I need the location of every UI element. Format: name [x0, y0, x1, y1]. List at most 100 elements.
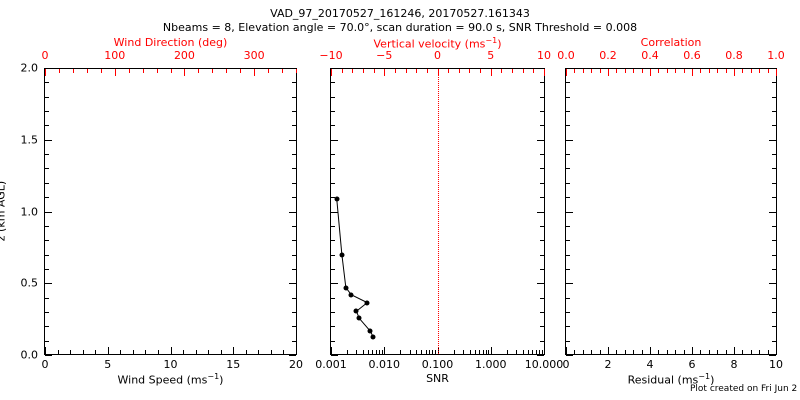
x-minor-tick [95, 350, 97, 354]
y-minor-tick [292, 254, 296, 256]
top-axis-major-tick [566, 69, 567, 76]
top-axis-minor-tick [458, 69, 460, 73]
top-axis-minor-tick [469, 69, 471, 73]
top-axis-tick-label: 0.0 [557, 49, 575, 62]
top-axis-title: Wind Direction (deg) [113, 36, 228, 49]
y-minor-tick [331, 297, 335, 299]
top-axis-minor-tick [170, 69, 172, 73]
plot-title: VAD_97_20170527_161246, 20170527.161343 [270, 7, 530, 20]
x-minor-tick [717, 350, 719, 354]
y-major-tick [45, 139, 52, 141]
y-minor-tick [331, 111, 335, 113]
x-minor-tick [485, 350, 487, 354]
y-major-tick [537, 211, 544, 213]
top-axis-minor-tick [708, 69, 710, 73]
y-minor-tick [540, 197, 544, 199]
y-minor-tick [772, 340, 776, 342]
y-minor-tick [331, 154, 335, 156]
top-axis-minor-tick [58, 69, 60, 73]
y-minor-tick [292, 96, 296, 98]
x-tick-label: 4 [646, 358, 654, 371]
x-major-tick [566, 347, 567, 354]
top-axis-minor-tick [240, 69, 242, 73]
y-minor-tick [292, 111, 296, 113]
y-minor-tick [540, 182, 544, 184]
top-axis-major-tick [184, 69, 186, 76]
x-tick-label: 0.001 [315, 358, 347, 371]
x-major-tick [45, 347, 46, 354]
x-minor-tick [482, 350, 484, 354]
y-minor-tick [772, 225, 776, 227]
y-minor-tick [45, 240, 49, 242]
top-axis-tick-label: 0 [434, 49, 441, 62]
y-minor-tick [292, 82, 296, 84]
y-minor-tick [292, 340, 296, 342]
top-axis-minor-tick [658, 69, 660, 73]
top-axis-minor-tick [641, 69, 643, 73]
y-minor-tick [772, 182, 776, 184]
y-tick-label: 2.0 [20, 61, 39, 75]
top-axis-tick-label: 0.6 [683, 49, 701, 62]
x-minor-tick [462, 350, 464, 354]
y-major-tick [537, 139, 544, 141]
x-minor-tick [157, 350, 159, 354]
x-tick-label: 1.000 [475, 358, 507, 371]
y-minor-tick [45, 225, 49, 227]
x-minor-tick [120, 350, 122, 354]
y-minor-tick [772, 254, 776, 256]
y-minor-tick [331, 82, 335, 84]
y-minor-tick [292, 125, 296, 127]
y-major-tick [331, 139, 338, 141]
top-axis-minor-tick [759, 69, 761, 73]
x-minor-tick [532, 350, 534, 354]
y-minor-tick [45, 125, 49, 127]
x-minor-tick [195, 350, 197, 354]
top-axis-minor-tick [675, 69, 677, 73]
x-minor-tick [258, 350, 260, 354]
y-major-tick [45, 68, 52, 69]
y-tick-label: 0.5 [20, 276, 39, 290]
y-minor-tick [292, 268, 296, 270]
data-point-marker [367, 328, 373, 334]
data-point-marker [339, 252, 345, 258]
top-axis-minor-tick [426, 69, 428, 73]
data-point-marker [334, 196, 340, 202]
x-minor-tick [400, 350, 402, 354]
y-minor-tick [772, 197, 776, 199]
top-axis-minor-tick [100, 69, 102, 73]
top-axis-minor-tick [405, 69, 407, 73]
y-minor-tick [540, 96, 544, 98]
y-major-tick [769, 139, 776, 141]
y-minor-tick [540, 268, 544, 270]
panel-residual [565, 68, 777, 356]
x-minor-tick [641, 350, 643, 354]
x-minor-tick [750, 350, 752, 354]
top-axis-minor-tick [198, 69, 200, 73]
y-minor-tick [331, 268, 335, 270]
top-axis-tick-label: 100 [104, 49, 126, 62]
x-minor-tick [208, 350, 210, 354]
data-point-marker [364, 300, 370, 306]
x-minor-tick [522, 350, 524, 354]
top-axis-minor-tick [742, 69, 744, 73]
top-axis-major-tick [331, 69, 332, 76]
top-axis-major-tick [650, 69, 651, 76]
x-minor-tick [283, 350, 285, 354]
x-minor-tick [700, 350, 702, 354]
y-minor-tick [540, 168, 544, 170]
top-axis-minor-tick [212, 69, 214, 73]
y-minor-tick [772, 297, 776, 299]
x-tick-label: 10 [163, 358, 178, 371]
y-minor-tick [566, 111, 570, 113]
top-axis-tick-label: −10 [319, 49, 343, 62]
top-axis-major-tick [254, 69, 256, 76]
y-major-tick [289, 211, 296, 213]
y-tick-label: 1.0 [20, 205, 39, 218]
y-minor-tick [772, 125, 776, 127]
top-axis-tick-label: 0.2 [599, 49, 617, 62]
y-minor-tick [772, 154, 776, 156]
y-minor-tick [331, 240, 335, 242]
x-minor-tick [429, 350, 431, 354]
y-minor-tick [566, 225, 570, 227]
y-major-tick [566, 68, 573, 69]
